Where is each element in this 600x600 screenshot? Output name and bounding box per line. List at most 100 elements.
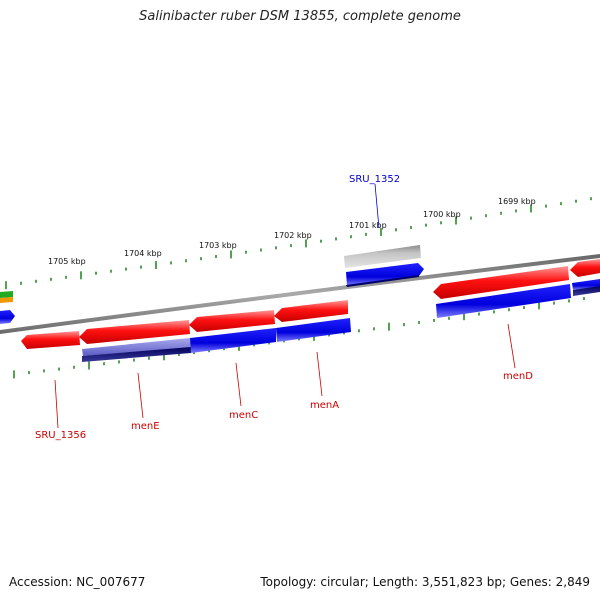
- outer-scale-tick: [125, 267, 127, 271]
- outer-scale-tick: [485, 214, 487, 218]
- inner-scale-tick: [433, 318, 435, 322]
- inner-scale-tick: [448, 316, 450, 320]
- outer-scale-tick: [335, 237, 337, 241]
- inner-scale-tick: [238, 342, 240, 351]
- inner-scale-tick: [523, 306, 525, 309]
- inner-scale-tick: [163, 352, 165, 361]
- scale-label-1699: 1699 kbp: [498, 197, 536, 206]
- scale-label-1702: 1702 kbp: [274, 231, 312, 240]
- inner-scale-tick: [358, 329, 360, 333]
- outer-scale-tick: [545, 204, 547, 208]
- leader-mend: [507, 323, 516, 369]
- topology-text: Topology: circular; Length: 3,551,823 bp…: [260, 575, 590, 589]
- outer-scale-tick: [215, 255, 217, 258]
- feature-lavender: [82, 338, 191, 356]
- gene-mena: [274, 300, 348, 322]
- feature-sru-1352-gray: [344, 245, 421, 268]
- gene-partial-right-red: [570, 259, 600, 277]
- outer-scale-tick: [380, 228, 382, 237]
- gene-mend: [433, 266, 569, 299]
- label-sru-1352: SRU_1352: [349, 174, 400, 185]
- accession-text: Accession: NC_007677: [9, 575, 146, 589]
- outer-scale-tick: [20, 281, 22, 285]
- outer-scale-tick: [170, 261, 172, 265]
- outer-scale-tick: [500, 211, 502, 215]
- inner-scale-tick: [583, 297, 585, 301]
- inner-scale-tick: [103, 362, 105, 366]
- feature-navy: [82, 347, 191, 362]
- inner-scale-tick: [13, 370, 15, 379]
- outer-scale-tick: [245, 250, 247, 254]
- outer-scale-tick: [575, 199, 577, 203]
- inner-scale-tick: [178, 353, 180, 356]
- inner-scale-tick: [73, 365, 75, 369]
- outer-scale-tick: [230, 250, 232, 259]
- outer-scale-tick: [320, 239, 322, 243]
- inner-scale-tick: [253, 343, 255, 347]
- outer-scale-tick: [410, 226, 412, 229]
- outer-scale-tick: [65, 275, 67, 279]
- outer-scale-tick: [80, 271, 82, 280]
- scale-label-1705: 1705 kbp: [48, 257, 86, 266]
- outer-scale-tick: [515, 209, 517, 213]
- outer-scale-tick: [590, 197, 592, 201]
- inner-scale-tick: [493, 310, 495, 314]
- inner-scale-tick: [43, 369, 45, 373]
- label-mena: menA: [310, 400, 339, 411]
- inner-scale-tick: [58, 367, 60, 371]
- outer-scale-tick: [290, 244, 292, 248]
- scale-label-1704: 1704 kbp: [124, 249, 162, 258]
- outer-scale-tick: [155, 261, 157, 269]
- inner-scale-tick: [88, 361, 90, 370]
- outer-scale-tick: [365, 232, 367, 236]
- feature-blue-3: [436, 284, 571, 318]
- outer-scale-tick: [50, 277, 52, 281]
- gene-mene: [79, 320, 190, 344]
- inner-scale-tick: [403, 323, 405, 327]
- outer-scale-tick: [350, 235, 352, 239]
- inner-scale-tick: [118, 360, 120, 364]
- outer-scale-tick: [185, 259, 187, 263]
- leader-mena: [316, 351, 323, 397]
- outer-scale-tick: [140, 265, 142, 269]
- gene-sru-1356: [21, 331, 80, 349]
- gene-menc: [189, 310, 275, 332]
- inner-scale-tick: [28, 371, 30, 375]
- inner-scale-tick: [388, 322, 390, 331]
- outer-scale-tick: [305, 239, 307, 248]
- scale-label-1703: 1703 kbp: [199, 241, 237, 250]
- outer-scale-tick: [470, 216, 472, 220]
- scale-label-1701: 1701 kbp: [349, 221, 387, 230]
- inner-scale-tick: [418, 321, 420, 324]
- label-sru-1356: SRU_1356: [35, 430, 86, 441]
- label-menc: menC: [229, 410, 258, 421]
- leader-sru-1356: [54, 379, 59, 429]
- scale-label-1700: 1700 kbp: [423, 210, 461, 219]
- outer-scale-tick: [440, 221, 442, 225]
- inner-scale-tick: [568, 299, 570, 303]
- outer-scale-tick: [395, 228, 397, 232]
- feature-navy-right: [573, 286, 600, 296]
- partial-feature-left: [0, 291, 15, 324]
- genome-backbone: [0, 254, 600, 334]
- outer-scale-tick: [455, 216, 457, 225]
- leader-menc: [235, 362, 242, 407]
- outer-scale-tick: [260, 248, 262, 252]
- outer-scale-tick: [5, 281, 7, 290]
- inner-scale-tick: [538, 301, 540, 310]
- label-mene: menE: [131, 421, 160, 432]
- outer-scale-tick: [95, 271, 97, 275]
- outer-scale-tick: [200, 257, 202, 261]
- inner-scale-tick: [133, 358, 135, 362]
- map-title: Salinibacter ruber DSM 13855, complete g…: [139, 9, 461, 24]
- inner-scale-tick: [478, 312, 480, 316]
- leader-sru-1352: [374, 183, 380, 229]
- inner-scale-tick: [508, 308, 510, 312]
- outer-scale-tick: [35, 279, 37, 283]
- inner-scale-tick: [208, 349, 210, 353]
- outer-scale-tick: [530, 204, 532, 213]
- outer-scale-tick: [110, 269, 112, 273]
- inner-scale-tick: [553, 301, 555, 305]
- feature-blue-2: [276, 318, 351, 342]
